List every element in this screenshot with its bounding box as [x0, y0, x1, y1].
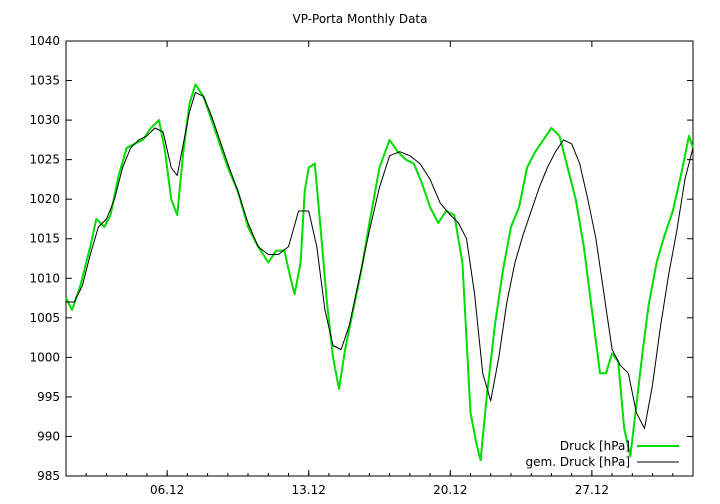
- plot-area-frame: [65, 40, 694, 477]
- series-layer: [65, 83, 694, 462]
- y-tick-label: 995: [37, 390, 60, 404]
- y-tick-label: 1040: [29, 34, 60, 48]
- y-tick-label: 1030: [29, 113, 60, 127]
- y-tick-label: 1000: [29, 350, 60, 364]
- x-axis: 06.12 13.12 20.12 27.12: [85, 41, 674, 497]
- y-tick-label: 1010: [29, 271, 60, 285]
- y-tick-label: 1020: [29, 192, 60, 206]
- y-tick-label: 1035: [29, 74, 60, 88]
- legend: Druck [hPa] gem. Druck [hPa]: [526, 439, 679, 469]
- x-tick-label: 06.12: [150, 483, 184, 497]
- y-axis: 985 990 995 1000 1005 1010 1015 1020 1025 1030 103…: [29, 34, 693, 483]
- x-tick-label: 27.12: [575, 483, 609, 497]
- legend-label-gem-druck: gem. Druck [hPa]: [526, 455, 630, 469]
- series-line-gem-druck: [66, 91, 694, 429]
- y-tick-label: 1015: [29, 232, 60, 246]
- chart-title: VP-Porta Monthly Data: [293, 12, 428, 26]
- y-tick-label: 985: [37, 469, 60, 483]
- y-tick-label: 1005: [29, 311, 60, 325]
- y-tick-label: 990: [37, 429, 60, 443]
- x-tick-label: 13.12: [292, 483, 326, 497]
- x-tick-label: 20.12: [433, 483, 467, 497]
- series-line-druck: [65, 83, 694, 462]
- legend-label-druck: Druck [hPa]: [560, 439, 630, 453]
- y-tick-label: 1025: [29, 153, 60, 167]
